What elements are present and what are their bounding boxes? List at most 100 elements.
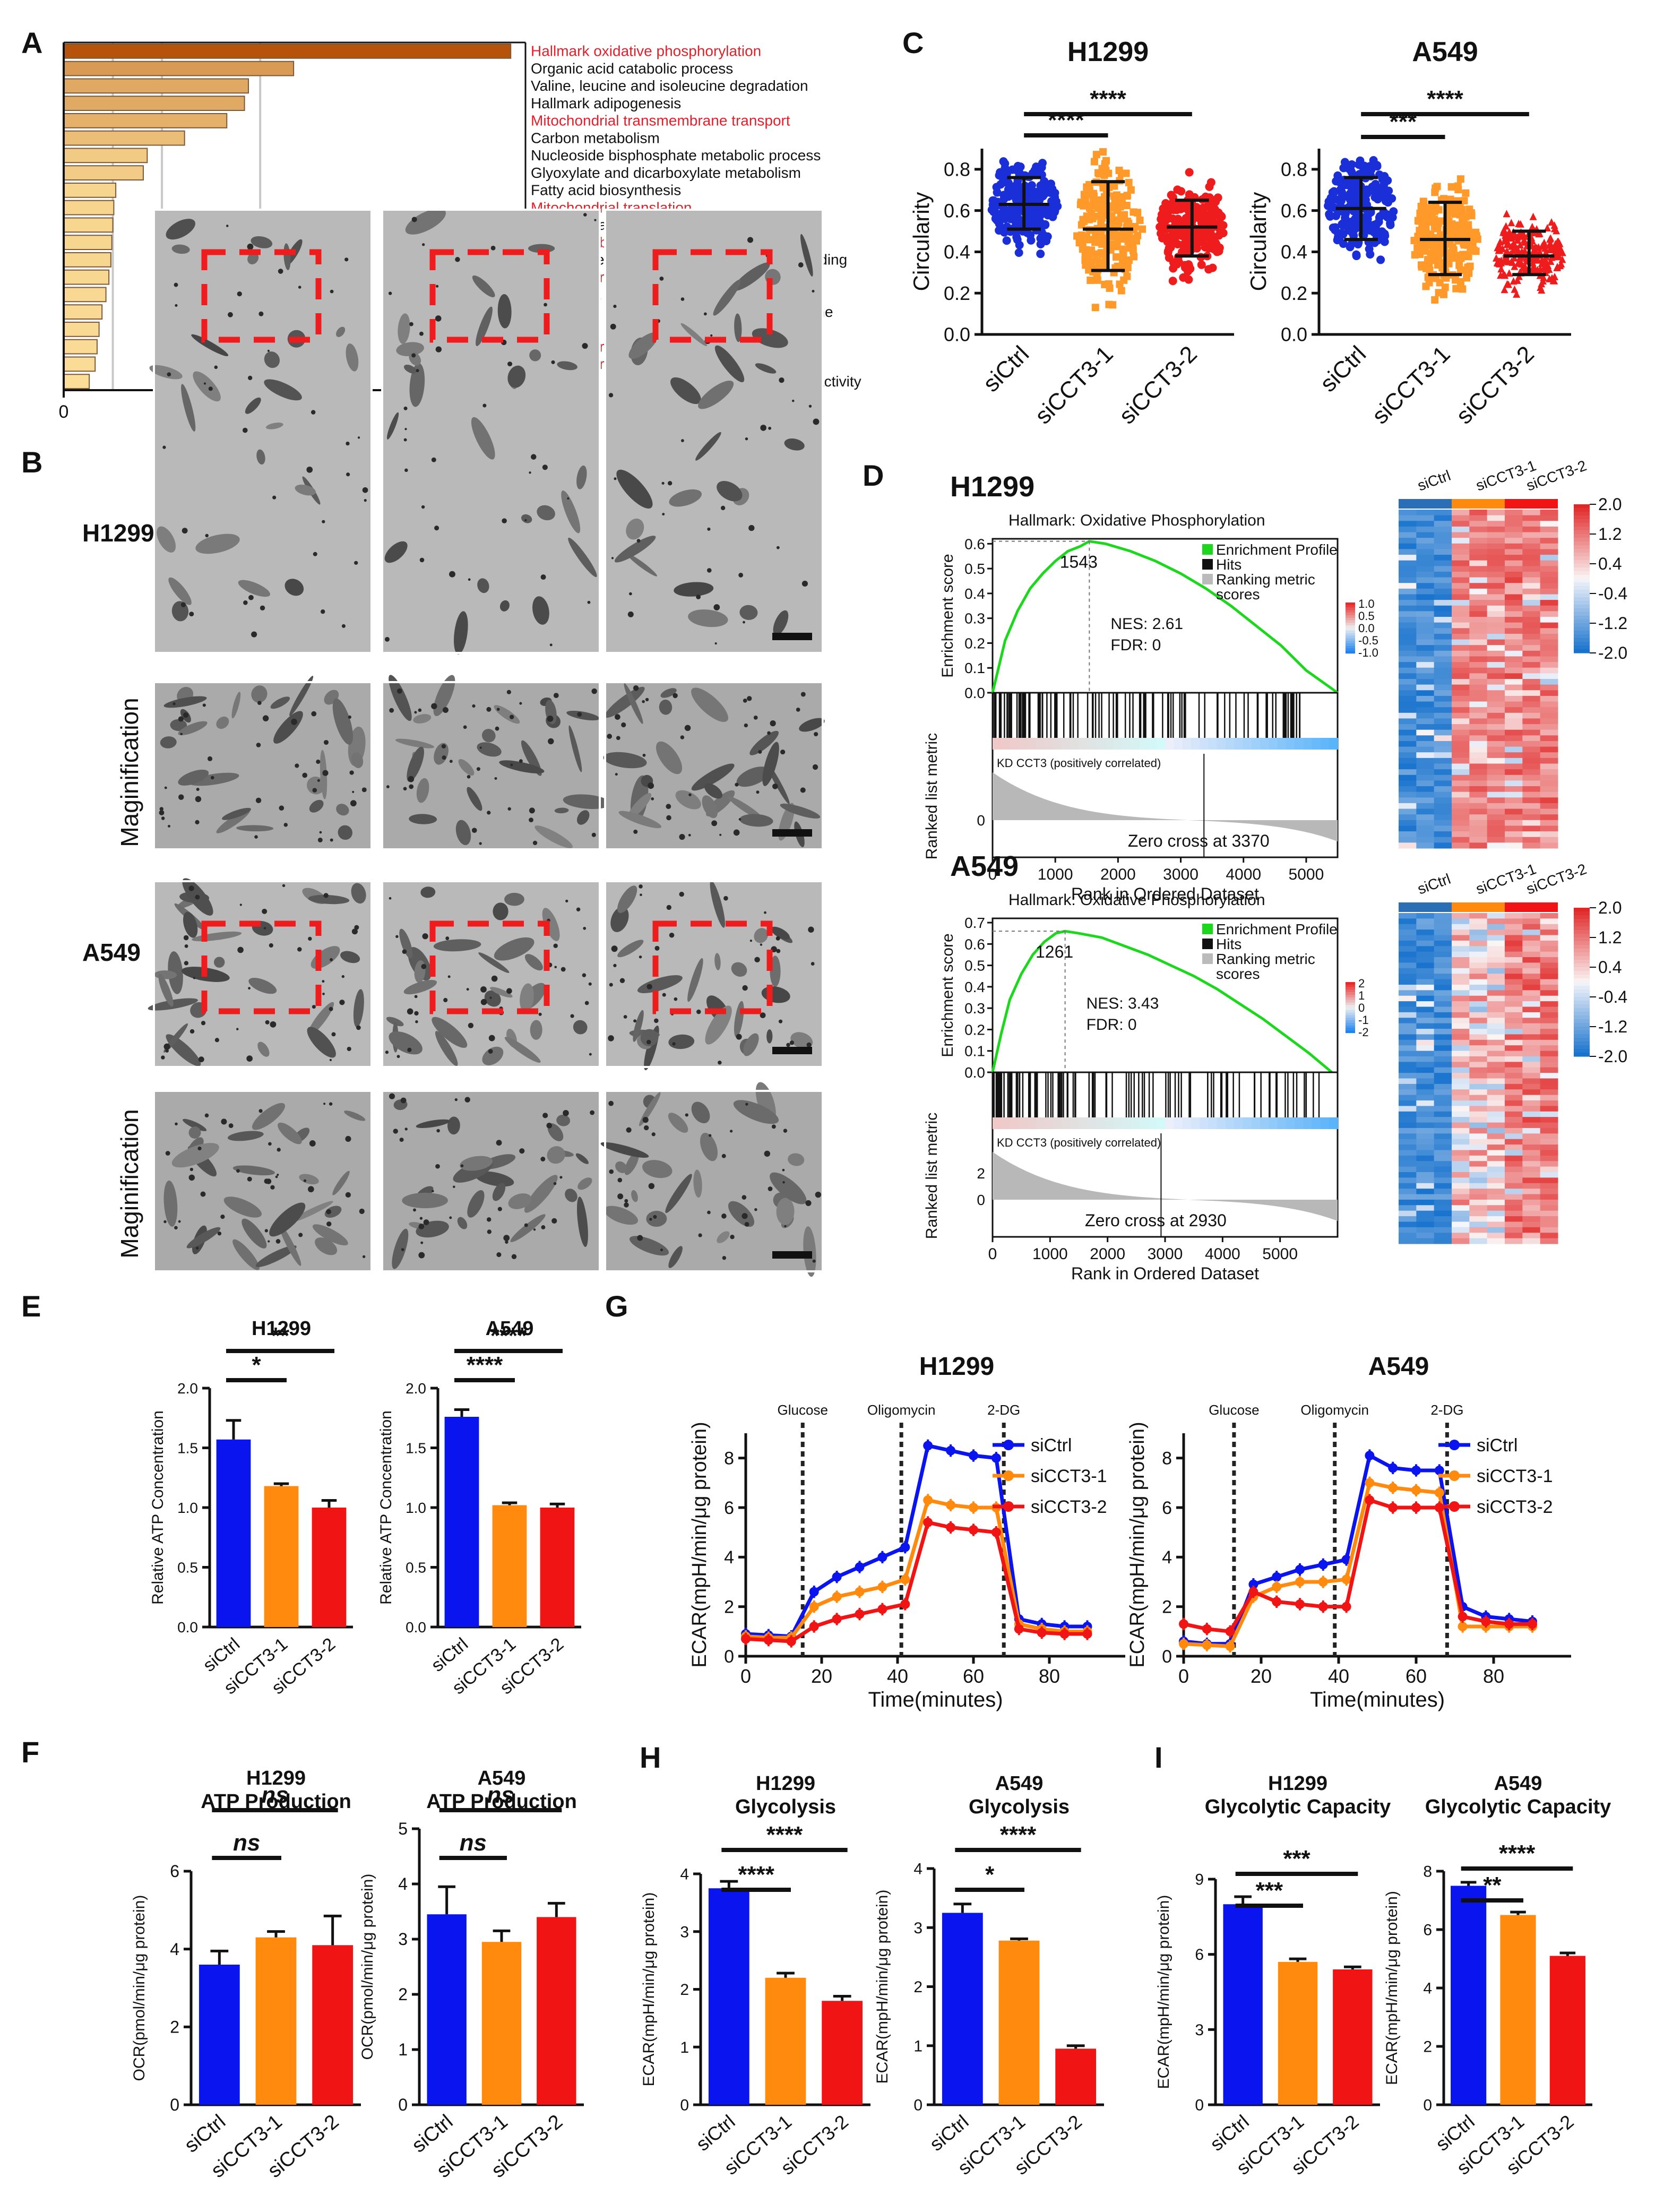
bar <box>765 1977 806 2105</box>
granule <box>661 481 665 485</box>
heatmap-cell <box>1434 622 1452 629</box>
heatmap-cell <box>1452 763 1470 770</box>
mitochondrion <box>565 1189 577 1202</box>
heatmap-cell <box>1416 984 1435 991</box>
colorbar-cell <box>1574 971 1590 975</box>
heatmap-cell <box>1522 538 1541 544</box>
granule <box>423 1219 429 1225</box>
granule <box>161 1055 165 1060</box>
heatmap-cell <box>1452 1083 1470 1090</box>
heatmap-cell <box>1399 763 1417 770</box>
heatmap-cell <box>1399 656 1417 662</box>
granule <box>258 1109 263 1113</box>
granule <box>403 438 407 442</box>
term-label: Organic acid catabolic process <box>531 60 733 76</box>
granule <box>248 595 254 600</box>
data-point <box>1422 282 1430 290</box>
colorbar-cell <box>1574 926 1590 931</box>
heatmap-cell <box>1522 1238 1541 1244</box>
heatmap-cell <box>1434 1078 1452 1085</box>
data-point <box>1203 202 1212 211</box>
data-point <box>1529 212 1537 220</box>
heatmap-cell <box>1469 752 1488 759</box>
data-point <box>1496 238 1504 246</box>
heatmap-cell <box>1434 1122 1452 1129</box>
rank-gradient-cell <box>1286 1117 1295 1129</box>
granule <box>352 790 355 793</box>
mitochondrion <box>476 306 493 347</box>
heatmap-cell <box>1416 1083 1435 1090</box>
heatmap-cell <box>1416 990 1435 996</box>
heatmap-cell <box>1452 1006 1470 1013</box>
data-point <box>1085 187 1093 195</box>
colorbar-cell <box>1346 1020 1355 1023</box>
heatmap-cell <box>1469 583 1488 589</box>
y-tick-label: 0 <box>913 2097 922 2114</box>
granule <box>570 1014 574 1018</box>
heatmap-cell <box>1452 990 1470 996</box>
heatmap-cell <box>1399 1056 1417 1062</box>
heatmap-cell <box>1434 1127 1452 1134</box>
y-tick-label: 0.6 <box>1281 200 1307 221</box>
heatmap-cell <box>1469 968 1488 974</box>
heatmap-cell <box>1434 701 1452 708</box>
y-tick-label: 4 <box>1162 1547 1172 1568</box>
heatmap-cell <box>1416 695 1435 702</box>
heatmap-cell <box>1434 645 1452 651</box>
granule <box>742 985 748 991</box>
heatmap-cell <box>1487 600 1505 606</box>
granule <box>613 305 617 308</box>
heatmap-cell <box>1505 538 1523 544</box>
granule <box>455 257 460 262</box>
granule <box>407 1047 412 1052</box>
y-tick-label: 0.2 <box>964 635 985 651</box>
heatmap-cell <box>1487 1210 1505 1217</box>
significance-label: ** <box>1483 1872 1502 1898</box>
heatmap-cell <box>1487 814 1505 821</box>
heatmap-cell <box>1540 913 1558 919</box>
heatmap-cell <box>1452 1067 1470 1073</box>
heatmap-cell <box>1434 1205 1452 1211</box>
mitochondrion <box>733 1100 779 1124</box>
granule <box>583 213 587 217</box>
heatmap-cell <box>1416 1150 1435 1156</box>
granule <box>419 1217 423 1220</box>
em-row-label: A549 <box>82 939 141 966</box>
rank-gradient-cell <box>1260 1117 1270 1129</box>
heatmap-cell <box>1487 929 1505 936</box>
granule <box>547 715 554 722</box>
heatmap-cell <box>1540 1029 1558 1035</box>
mitochondrion <box>670 377 701 404</box>
granule <box>254 835 258 839</box>
granule <box>308 936 312 941</box>
em-border <box>604 681 824 850</box>
granule <box>162 445 166 449</box>
heatmap-cell <box>1469 918 1488 925</box>
heatmap-cell <box>1469 962 1488 969</box>
heatmap-cell <box>1487 690 1505 696</box>
heatmap-cell <box>1434 758 1452 764</box>
granule <box>435 315 442 322</box>
heatmap-cell <box>1452 1023 1470 1029</box>
y-tick-label: 0.4 <box>944 241 970 263</box>
rank-gradient-cell <box>1191 738 1201 750</box>
granule <box>311 410 316 415</box>
em-image <box>381 675 611 850</box>
granule <box>544 303 547 307</box>
granule <box>480 986 487 993</box>
granule <box>203 382 206 385</box>
bar <box>63 304 103 320</box>
rank-gradient-cell <box>1165 738 1175 750</box>
granule <box>666 815 671 821</box>
y-tick-label: 3 <box>1195 2021 1204 2039</box>
hit-marks <box>991 1072 1320 1117</box>
rank-gradient-cell <box>1010 1117 1019 1129</box>
data-point <box>1183 214 1192 223</box>
data-point <box>1501 286 1508 294</box>
granule <box>801 580 808 587</box>
y-tick-label: 3 <box>913 1920 922 1937</box>
heatmap-cell <box>1522 1111 1541 1117</box>
mitochondrion <box>409 814 437 824</box>
granule <box>506 988 512 994</box>
heatmap-cell <box>1487 1221 1505 1228</box>
